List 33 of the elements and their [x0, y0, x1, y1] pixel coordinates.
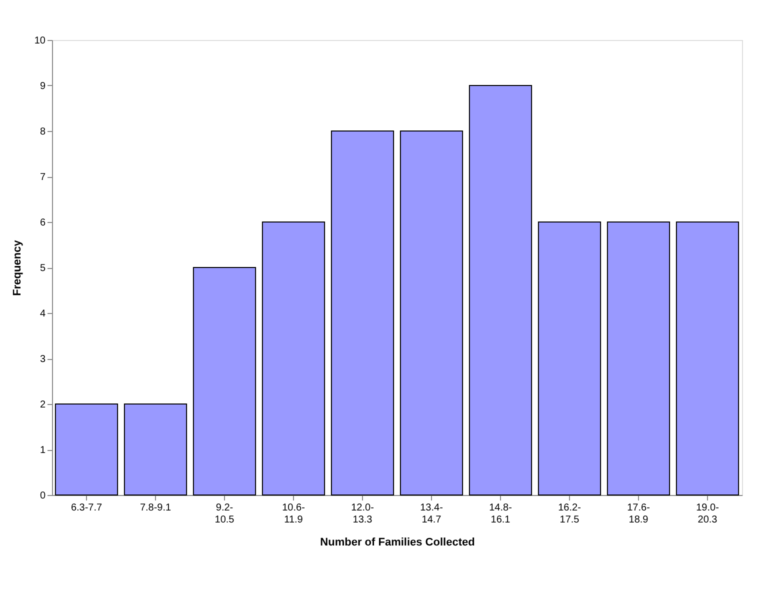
x-tick-label: 10.6-11.9	[282, 502, 305, 526]
y-tick-label: 4	[40, 308, 46, 320]
bar	[606, 222, 670, 496]
y-tick-label: 7	[40, 172, 46, 183]
x-tick-label: 19.0-20.3	[696, 502, 719, 526]
bar	[54, 404, 118, 496]
x-tick-label: 16.2-17.5	[558, 502, 581, 526]
y-tick-label: 10	[34, 36, 46, 46]
bar	[400, 130, 464, 496]
y-tick-label: 9	[40, 81, 46, 92]
x-tick-label: 13.4-14.7	[420, 502, 443, 526]
x-tick-label: 6.3-7.7	[70, 502, 102, 514]
bar	[676, 222, 740, 496]
y-tick-label: 5	[40, 263, 46, 274]
bar	[262, 222, 326, 496]
y-tick-label: 3	[40, 354, 46, 365]
y-tick-label: 2	[40, 400, 46, 410]
x-tick-label: 7.8-9.1	[140, 502, 172, 514]
bar	[124, 404, 188, 496]
bar	[192, 267, 256, 496]
x-tick-label: 17.6-18.9	[627, 502, 650, 526]
x-tick-label: 9.2-10.5	[214, 502, 235, 526]
bar	[538, 222, 602, 496]
bar	[468, 85, 532, 496]
x-tick-label: 14.8-16.1	[489, 502, 512, 526]
y-axis-title: Frequency	[11, 239, 24, 296]
y-tick-label: 1	[40, 445, 46, 456]
y-tick-label: 0	[40, 490, 46, 502]
x-tick-label: 12.0-13.3	[351, 502, 374, 526]
x-axis-title: Number of Families Collected	[320, 536, 475, 548]
y-tick-label: 8	[40, 126, 46, 138]
bar	[330, 130, 394, 496]
y-tick-label: 6	[40, 218, 46, 228]
